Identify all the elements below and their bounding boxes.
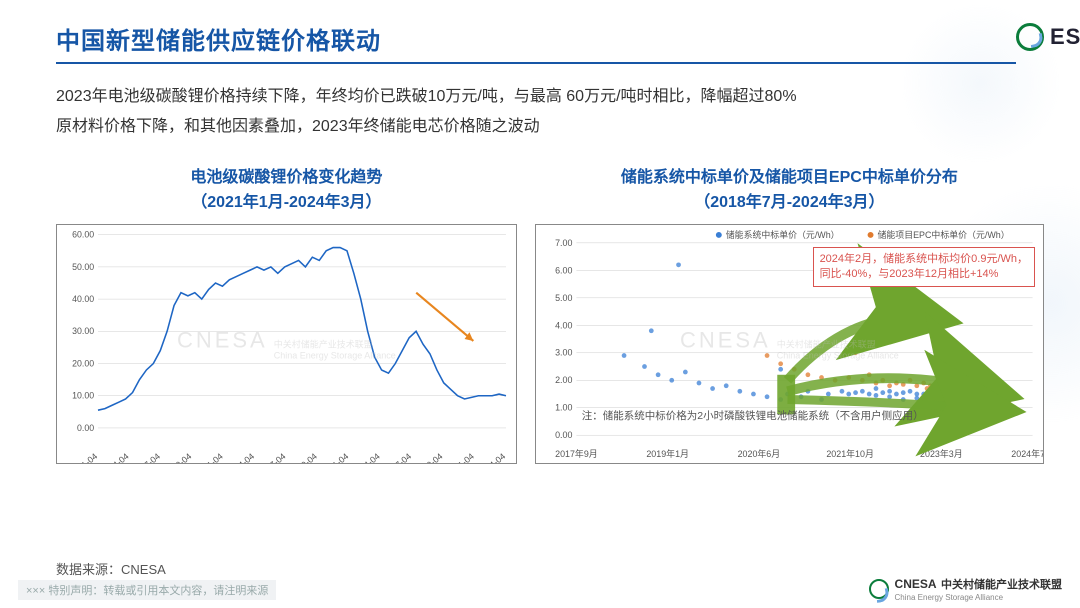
chart-right-title-l2: （2018年7月-2024年3月）	[694, 194, 884, 211]
svg-text:6.00: 6.00	[555, 265, 572, 275]
svg-text:2021年10月: 2021年10月	[826, 448, 874, 459]
svg-text:2019年1月: 2019年1月	[646, 448, 689, 459]
svg-text:50.00: 50.00	[72, 262, 94, 272]
disclaimer: ××× 特别声明：转载或引用本文内容，请注明来源	[18, 580, 276, 600]
footer-abbr: CNESA	[895, 577, 937, 591]
svg-text:10.00: 10.00	[72, 391, 94, 401]
logo-text: ESIE	[1050, 24, 1080, 50]
chart-left-title-l1: 电池级碳酸锂价格变化趋势	[190, 169, 382, 186]
svg-text:2021-01-04: 2021-01-04	[59, 451, 100, 463]
chart-left-canvas: CNESA 中关村储能产业技术联盟China Energy Storage Al…	[56, 224, 517, 464]
chart-right-canvas: CNESA 中关村储能产业技术联盟China Energy Storage Al…	[535, 224, 1044, 464]
svg-text:3.00: 3.00	[555, 348, 572, 358]
page-title: 中国新型储能供应链价格联动	[56, 21, 1016, 56]
title-underline	[56, 62, 1016, 64]
svg-text:2023年3月: 2023年3月	[920, 448, 963, 459]
annotation-l2: 同比-40%，与2023年12月相比+14%	[820, 268, 999, 280]
chart-right-title-l1: 储能系统中标单价及储能项目EPC中标单价分布	[621, 169, 958, 186]
svg-text:储能项目EPC中标单价（元/Wh）: 储能项目EPC中标单价（元/Wh）	[877, 229, 1009, 240]
bullets: 2023年电池级碳酸锂价格持续下降，年终均价已跌破10万元/吨，与最高 60万元…	[56, 82, 1044, 143]
svg-text:40.00: 40.00	[72, 294, 94, 304]
chart-left-title: 电池级碳酸锂价格变化趋势 （2021年1月-2024年3月）	[190, 165, 382, 216]
annotation-l1: 2024年2月，储能系统中标均价0.9元/Wh，	[820, 253, 1028, 265]
chart-right-title: 储能系统中标单价及储能项目EPC中标单价分布 （2018年7月-2024年3月）	[621, 165, 958, 216]
annotation-box: 2024年2月，储能系统中标均价0.9元/Wh， 同比-40%，与2023年12…	[813, 247, 1035, 287]
logo-icon	[1016, 23, 1044, 51]
svg-text:2020年6月: 2020年6月	[737, 448, 780, 459]
bullet-1: 2023年电池级碳酸锂价格持续下降，年终均价已跌破10万元/吨，与最高 60万元…	[56, 82, 1044, 112]
footer-en: China Energy Storage Alliance	[895, 593, 1062, 602]
footer-logo-icon	[869, 579, 889, 599]
title-wrap: 中国新型储能供应链价格联动	[56, 21, 1016, 64]
bullet-2: 原材料价格下降，和其他因素叠加，2023年终储能电芯价格随之波动	[56, 112, 1044, 142]
svg-text:0.00: 0.00	[77, 423, 94, 433]
footer-cn: 中关村储能产业技术联盟	[941, 579, 1062, 591]
svg-text:7.00: 7.00	[555, 238, 572, 248]
chart-left-title-l2: （2021年1月-2024年3月）	[191, 194, 381, 211]
slide-container: 中国新型储能供应链价格联动 ESIE 2024 2023年电池级碳酸锂价格持续下…	[0, 0, 1080, 608]
chart-right-block: 储能系统中标单价及储能项目EPC中标单价分布 （2018年7月-2024年3月）…	[535, 165, 1044, 464]
svg-text:5.00: 5.00	[555, 293, 572, 303]
svg-text:0.00: 0.00	[555, 430, 572, 440]
svg-text:30.00: 30.00	[72, 326, 94, 336]
svg-text:60.00: 60.00	[72, 230, 94, 240]
svg-text:20.00: 20.00	[72, 358, 94, 368]
footer-logo: CNESA 中关村储能产业技术联盟 China Energy Storage A…	[869, 575, 1062, 602]
svg-text:2.00: 2.00	[555, 375, 572, 385]
svg-text:1.00: 1.00	[555, 403, 572, 413]
svg-text:2024年7月: 2024年7月	[1011, 448, 1043, 459]
svg-text:2017年9月: 2017年9月	[555, 448, 598, 459]
svg-text:储能系统中标单价（元/Wh）: 储能系统中标单价（元/Wh）	[726, 229, 840, 240]
charts-row: 电池级碳酸锂价格变化趋势 （2021年1月-2024年3月） CNESA 中关村…	[56, 165, 1044, 464]
svg-text:4.00: 4.00	[555, 320, 572, 330]
source-label: 数据来源：CNESA	[56, 559, 166, 578]
chart-left-block: 电池级碳酸锂价格变化趋势 （2021年1月-2024年3月） CNESA 中关村…	[56, 165, 517, 464]
logo: ESIE 2024	[1016, 23, 1080, 51]
header: 中国新型储能供应链价格联动 ESIE 2024	[56, 21, 1044, 64]
chart-right-note: 注：储能系统中标价格为2小时磷酸铁锂电池储能系统（不含用户侧应用）	[582, 408, 924, 423]
